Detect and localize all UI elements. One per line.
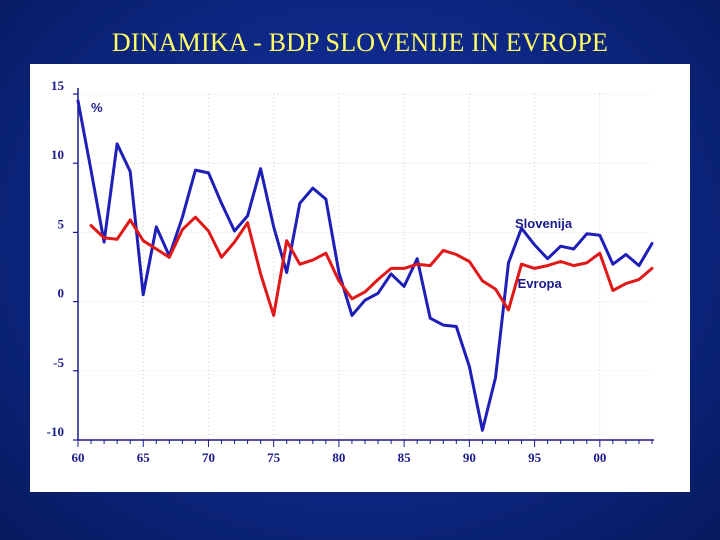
x-tick-label: 95 (528, 450, 542, 465)
x-tick-label: 90 (463, 450, 476, 465)
series-lines (76, 99, 654, 432)
y-tick-label: 10 (51, 147, 64, 162)
x-tick-label: 80 (332, 450, 345, 465)
axes (73, 88, 654, 447)
series-line-evropa (89, 215, 654, 317)
y-tick-label: 15 (51, 78, 65, 93)
slide-title: DINAMIKA - BDP SLOVENIJE IN EVROPE (111, 28, 609, 57)
tick-labels: 15 10 5 0 -5 -10 60 65 70 75 80 85 90 95 00 (47, 78, 607, 465)
y-tick-label: -10 (47, 424, 64, 439)
x-tick-label: 65 (137, 450, 151, 465)
gridlines (78, 93, 652, 441)
line-chart: 15 10 5 0 -5 -10 60 65 70 75 80 85 90 95 00 % Slovenij… (47, 78, 654, 465)
y-axis-label: % (91, 100, 103, 115)
annotation-slovenija: Slovenija (515, 216, 573, 231)
x-tick-label: 75 (267, 450, 281, 465)
x-tick-label: 60 (72, 450, 85, 465)
x-tick-label: 85 (398, 450, 412, 465)
y-tick-label: 5 (58, 216, 65, 231)
annotation-evropa: Evropa (518, 276, 563, 291)
y-tick-label: -5 (53, 355, 64, 370)
x-tick-label: 70 (202, 450, 215, 465)
chart-panel: 15 10 5 0 -5 -10 60 65 70 75 80 85 90 95 00 % Slovenij… (30, 64, 690, 492)
x-tick-label: 00 (593, 450, 606, 465)
series-line-slovenija (76, 99, 654, 432)
y-tick-label: 0 (58, 286, 65, 301)
